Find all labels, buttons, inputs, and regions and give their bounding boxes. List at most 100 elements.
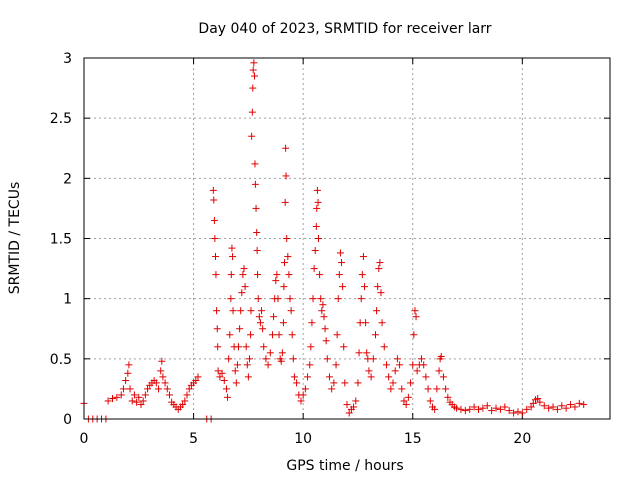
data-point (144, 385, 152, 393)
data-point (391, 367, 399, 375)
data-point (155, 385, 163, 393)
data-point (277, 357, 285, 365)
data-point (141, 391, 149, 399)
data-point (562, 404, 570, 412)
data-point (359, 253, 367, 261)
data-point (245, 355, 253, 363)
data-point (352, 397, 360, 405)
data-point (527, 403, 535, 411)
data-point (466, 405, 474, 413)
data-point (247, 307, 255, 315)
data-point (159, 373, 167, 381)
y-tick-label: 0 (63, 412, 72, 428)
y-tick-label: 1 (63, 292, 72, 308)
data-point (518, 409, 526, 417)
data-point (389, 379, 397, 387)
data-point (122, 376, 130, 384)
data-point (284, 253, 292, 261)
data-point (212, 253, 219, 261)
data-point (229, 253, 237, 261)
data-point (339, 283, 347, 291)
y-tick-label: 0.5 (50, 352, 72, 368)
data-point (212, 271, 220, 279)
y-tick-label: 1.5 (50, 232, 72, 248)
data-point (214, 343, 222, 351)
data-point (247, 331, 255, 339)
axis-ticks (83, 57, 610, 420)
data-point (240, 265, 248, 273)
data-point (407, 379, 415, 387)
data-point (233, 361, 241, 369)
x-tick-label: 5 (189, 431, 198, 447)
x-tick-label: 20 (513, 431, 531, 447)
data-point (299, 391, 307, 399)
data-point (227, 295, 235, 303)
data-point (192, 376, 200, 384)
data-point (222, 385, 230, 393)
data-point (336, 249, 344, 257)
data-point (297, 397, 305, 405)
data-point (316, 271, 324, 279)
data-point (157, 367, 165, 375)
data-point (281, 259, 289, 267)
data-point (567, 401, 575, 409)
data-point (355, 349, 363, 357)
data-series-srmtid (80, 59, 588, 423)
data-point (237, 307, 245, 315)
data-point (126, 385, 134, 393)
data-point (362, 319, 370, 327)
data-point (255, 313, 263, 321)
chart-title: Day 040 of 2023, SRMTID for receiver lar… (198, 21, 491, 37)
data-point (152, 379, 160, 387)
data-point (536, 398, 544, 406)
data-point (117, 391, 125, 399)
data-point (308, 319, 316, 327)
data-point (185, 385, 193, 393)
data-point (179, 401, 187, 409)
data-point (256, 319, 264, 327)
plot-frame (83, 57, 611, 420)
data-point (492, 404, 500, 412)
data-point (258, 307, 266, 315)
tick-labels: 0 0.5 1 1.5 2 2.5 3 0 5 10 15 20 (50, 51, 532, 447)
data-point (286, 295, 294, 303)
data-point (345, 409, 353, 417)
data-point (501, 403, 509, 411)
data-point (236, 325, 244, 333)
data-point (378, 319, 386, 327)
data-point (290, 373, 298, 381)
data-point (194, 373, 202, 381)
data-point (288, 331, 296, 339)
data-point (461, 407, 469, 415)
data-point (553, 405, 561, 413)
data-point (250, 59, 258, 67)
data-point (251, 160, 259, 168)
data-point (402, 401, 410, 409)
data-point (161, 379, 169, 387)
data-point (251, 72, 259, 80)
data-point (320, 313, 328, 321)
data-point (137, 401, 145, 409)
data-point (444, 393, 452, 401)
data-point (529, 399, 537, 407)
data-point (163, 385, 171, 393)
data-point (266, 349, 274, 357)
data-point (209, 186, 217, 194)
data-point (244, 373, 252, 381)
y-tick-label: 3 (63, 51, 72, 67)
data-point (426, 397, 434, 405)
data-point (252, 204, 260, 212)
data-point (411, 307, 419, 315)
data-point (239, 271, 247, 279)
data-point (282, 144, 290, 152)
data-point (330, 379, 338, 387)
data-point (505, 407, 513, 415)
data-point (318, 307, 326, 315)
data-point (259, 325, 267, 333)
data-point (220, 376, 228, 384)
data-point (287, 307, 295, 315)
data-point (545, 404, 553, 412)
data-point (433, 385, 441, 393)
data-point (333, 331, 341, 339)
